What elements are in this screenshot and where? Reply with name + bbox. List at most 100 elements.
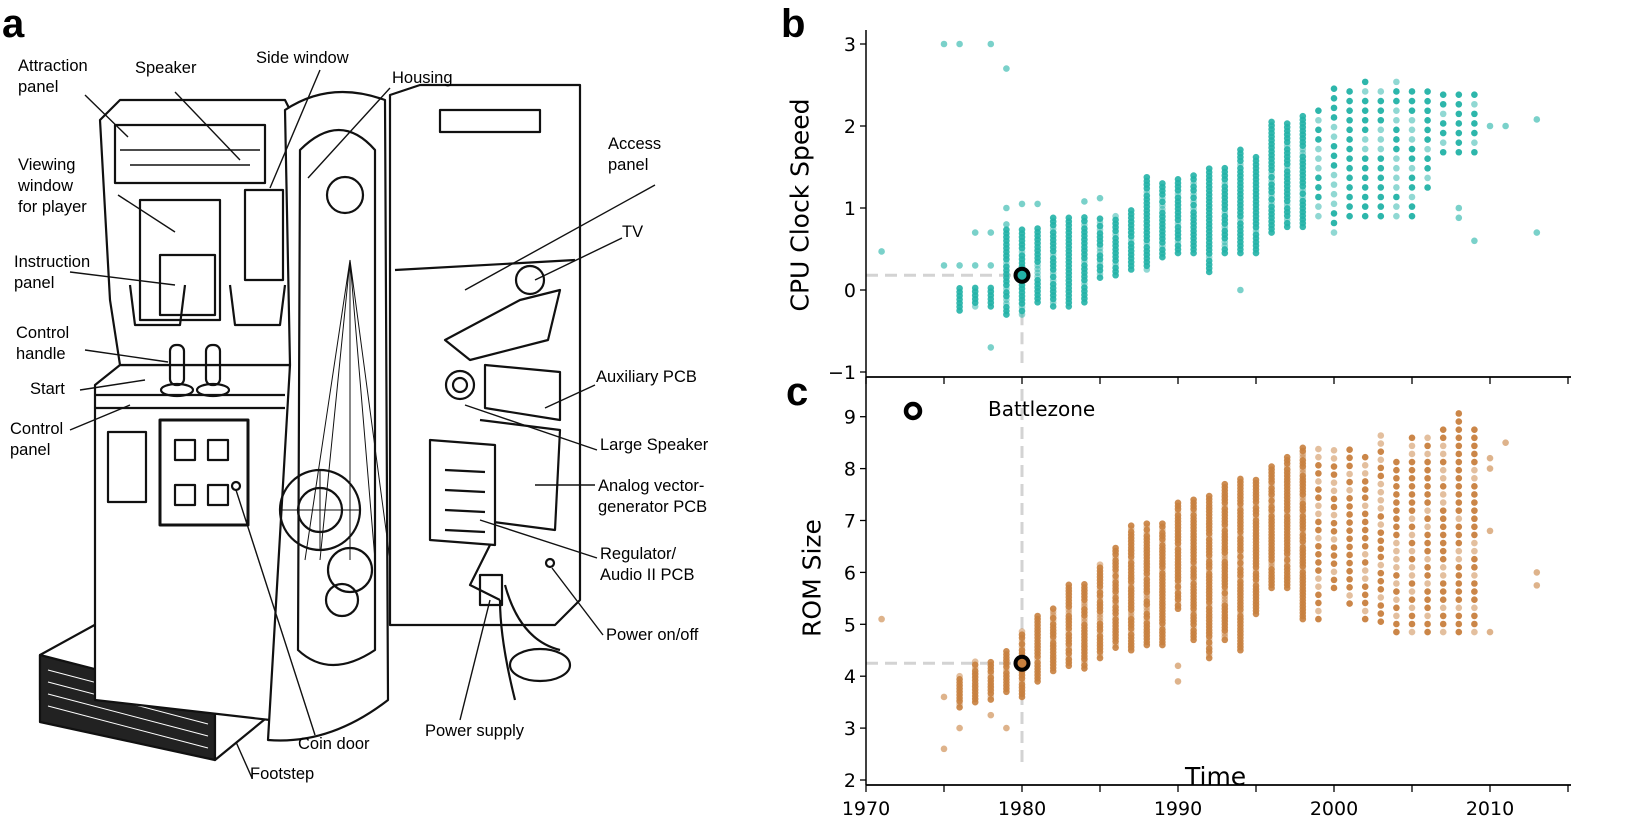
- x-tick-label: 2010: [1466, 798, 1514, 820]
- data-point: [1361, 494, 1369, 501]
- data-point: [1393, 126, 1400, 134]
- data-point: [1034, 612, 1041, 620]
- data-point: [1424, 145, 1431, 153]
- data-point: [1346, 584, 1353, 591]
- data-point: [1361, 136, 1369, 143]
- data-point: [1455, 418, 1463, 425]
- y-tick-label: 0: [844, 280, 856, 302]
- data-point: [1159, 180, 1166, 187]
- data-point: [1408, 555, 1416, 563]
- data-point: [1377, 116, 1385, 124]
- data-point: [1455, 523, 1463, 531]
- data-point: [1377, 480, 1385, 488]
- data-point: [1003, 221, 1010, 228]
- x-tick-label: 2000: [1310, 798, 1358, 820]
- data-point: [1393, 507, 1400, 514]
- data-point: [1424, 184, 1431, 191]
- data-point: [1393, 458, 1400, 466]
- data-point: [1455, 100, 1463, 108]
- data-point: [1408, 474, 1416, 482]
- data-point: [1455, 564, 1463, 571]
- chart-panel-b: −1 0 1 2 3: [828, 30, 1571, 384]
- data-point: [1377, 561, 1385, 569]
- data-point: [1361, 453, 1369, 461]
- y-tick-label: 4: [844, 666, 856, 688]
- data-point: [971, 658, 979, 665]
- data-point: [1346, 503, 1353, 510]
- data-point: [1408, 483, 1416, 490]
- data-point: [987, 229, 995, 236]
- data-point: [987, 658, 995, 666]
- data-point: [1424, 483, 1431, 490]
- data-point: [1439, 129, 1447, 137]
- data-point: [1439, 491, 1447, 498]
- data-point: [1471, 434, 1478, 442]
- data-point: [1439, 139, 1447, 146]
- data-point: [1486, 122, 1494, 130]
- data-point: [1377, 521, 1385, 528]
- y-tick-label: 9: [844, 407, 856, 429]
- data-point: [940, 745, 948, 753]
- data-point: [1424, 126, 1431, 134]
- data-point: [1393, 466, 1400, 474]
- data-point: [1455, 580, 1463, 587]
- data-point: [1377, 432, 1385, 439]
- data-point: [1455, 450, 1463, 458]
- data-point: [1330, 568, 1338, 576]
- data-point: [1205, 165, 1213, 172]
- data-point: [1315, 145, 1322, 153]
- data-point: [1377, 164, 1385, 172]
- data-point: [1361, 126, 1369, 134]
- data-point: [1455, 434, 1463, 442]
- data-point: [1330, 527, 1338, 535]
- data-point: [1393, 212, 1400, 220]
- data-point: [1330, 576, 1338, 584]
- data-point: [1393, 555, 1400, 563]
- data-point: [1408, 458, 1416, 466]
- data-point: [1268, 463, 1275, 470]
- data-point: [1471, 588, 1478, 595]
- data-point: [1393, 107, 1400, 114]
- data-point: [1018, 200, 1026, 208]
- data-point: [1424, 107, 1431, 115]
- data-point: [1018, 226, 1026, 234]
- data-point: [1205, 492, 1213, 500]
- data-point: [1330, 123, 1338, 131]
- data-point: [1424, 612, 1431, 620]
- data-point: [1408, 174, 1416, 182]
- data-point: [1471, 507, 1478, 514]
- data-point: [1346, 203, 1353, 210]
- data-point: [1424, 580, 1431, 587]
- data-point: [1471, 100, 1478, 108]
- data-point: [1471, 523, 1478, 531]
- data-point: [1455, 110, 1463, 118]
- data-point: [1439, 515, 1447, 523]
- data-point: [1330, 503, 1338, 511]
- label-access-panel: Access panel: [608, 135, 662, 174]
- data-point: [1315, 567, 1322, 574]
- data-point: [1018, 628, 1026, 635]
- data-point: [1377, 529, 1385, 536]
- data-point: [1393, 164, 1400, 172]
- data-point: [1361, 88, 1369, 95]
- data-point: [1439, 91, 1447, 98]
- data-point: [1330, 85, 1338, 92]
- y-tick-label: 2: [844, 770, 856, 792]
- data-point: [1424, 458, 1431, 466]
- data-point: [1439, 539, 1447, 547]
- y-tick-label: 5: [844, 614, 856, 636]
- data-point: [1486, 527, 1494, 535]
- data-point: [1315, 193, 1322, 201]
- data-point: [1330, 495, 1338, 503]
- data-point: [1455, 555, 1463, 563]
- data-point: [1393, 580, 1400, 587]
- data-point: [1533, 569, 1541, 576]
- data-point: [1424, 564, 1431, 571]
- data-point: [1315, 591, 1322, 599]
- data-point: [987, 711, 995, 719]
- data-point: [1377, 610, 1385, 617]
- data-point: [1424, 547, 1431, 555]
- data-point: [1377, 513, 1385, 520]
- data-point: [1377, 553, 1385, 561]
